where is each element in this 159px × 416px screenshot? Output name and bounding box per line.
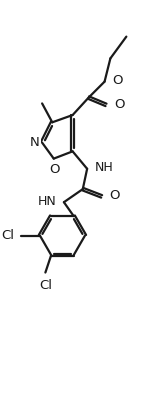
Text: HN: HN [38, 195, 57, 208]
Text: O: O [49, 163, 60, 176]
Text: Cl: Cl [1, 229, 14, 242]
Text: NH: NH [94, 161, 113, 174]
Text: O: O [114, 98, 124, 111]
Text: O: O [110, 189, 120, 202]
Text: O: O [113, 74, 123, 87]
Text: Cl: Cl [40, 279, 53, 292]
Text: N: N [30, 136, 40, 149]
